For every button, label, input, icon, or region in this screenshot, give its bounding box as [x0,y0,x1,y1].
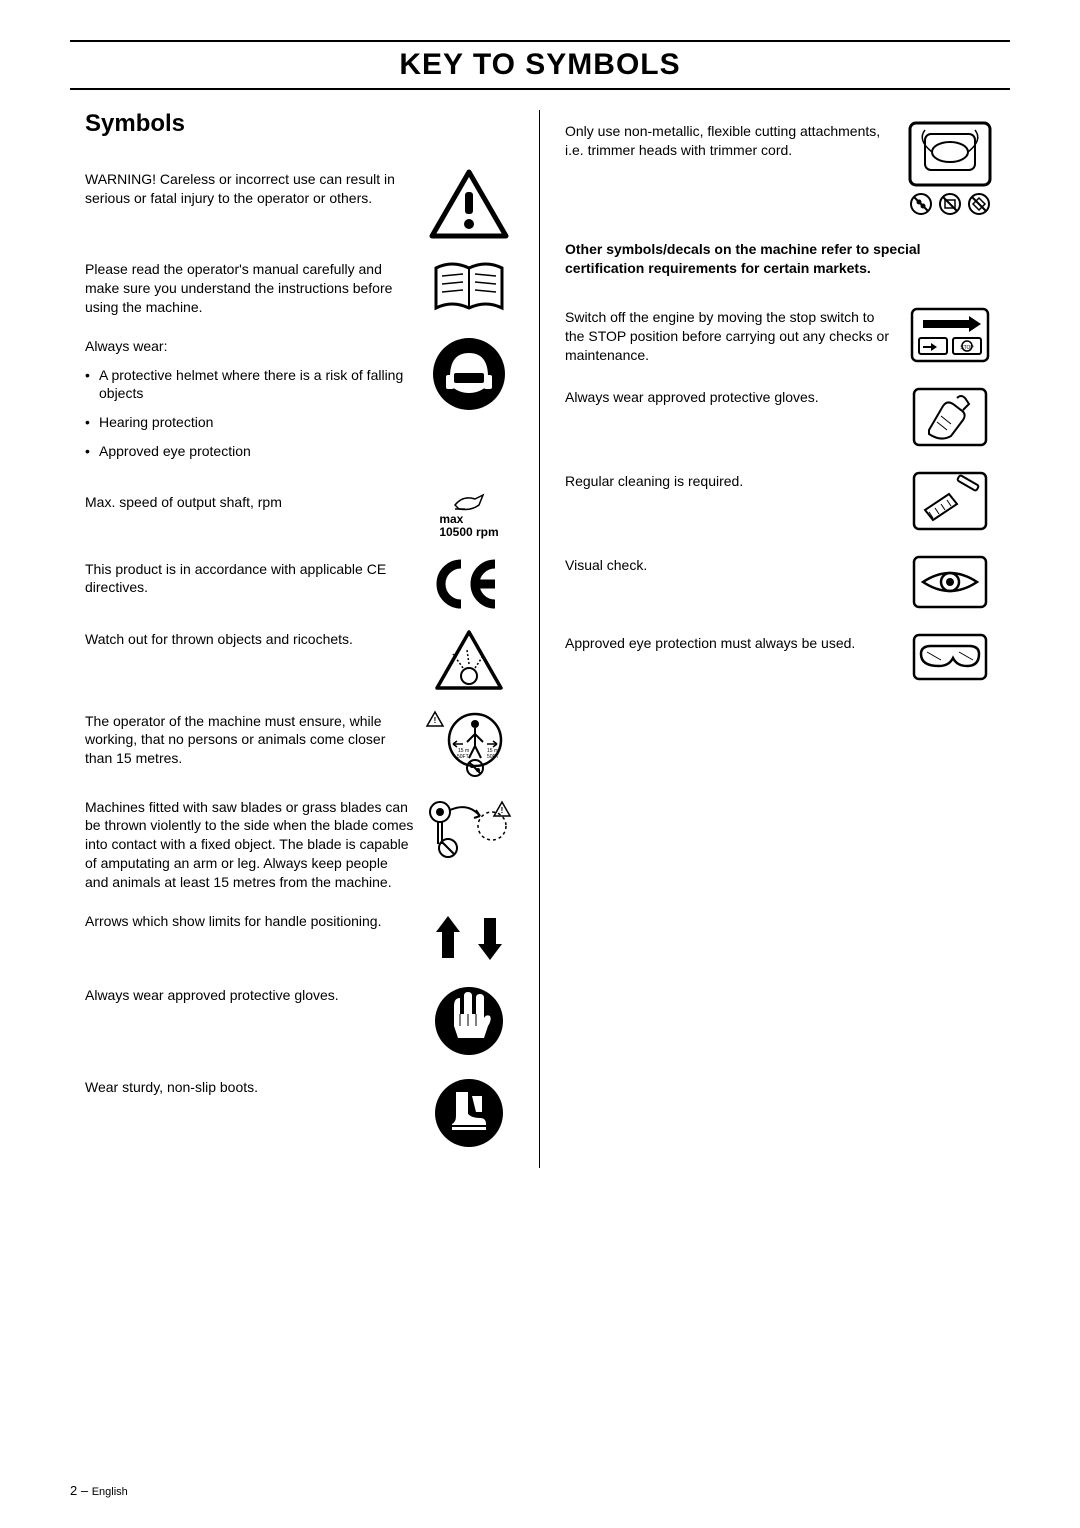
visual-text: Visual check. [565,554,895,575]
boots-icon [424,1076,514,1150]
svg-text:50FT: 50FT [457,754,469,760]
manual-text: Please read the operator's manual carefu… [85,258,414,317]
helmet-protection-icon [424,335,514,413]
page-language: English [92,1486,128,1498]
nonmetallic-text: Only use non-metallic, flexible cutting … [565,120,895,160]
rpm-max: max [439,512,463,526]
manual-book-icon [424,258,514,316]
gloves-circle-icon [424,984,514,1058]
wear-item: Approved eye protection [99,442,414,461]
blade-kickback-icon: ! [424,796,514,860]
arrows-handle-icon [424,910,514,966]
trimmer-head-icon [905,120,995,220]
right-column: Only use non-metallic, flexible cutting … [540,110,1010,1168]
wear-item: A protective helmet where there is a ris… [99,366,414,404]
distance-15m-icon: ! 15 m 15 m 50FT 50FT [424,710,514,778]
svg-text:!: ! [434,716,437,725]
stop-text: Switch off the engine by moving the stop… [565,306,895,365]
page-footer: 2 – English [70,1483,128,1498]
glove-box-icon [905,386,995,448]
eye-icon [905,554,995,610]
eye-protection-text: Approved eye protection must always be u… [565,632,895,653]
page-header: KEY TO SYMBOLS [70,40,1010,90]
wear-intro: Always wear: [85,337,414,356]
blades-text: Machines fitted with saw blades or grass… [85,796,414,892]
thrown-text: Watch out for thrown objects and ricoche… [85,628,414,649]
distance-text: The operator of the machine must ensure,… [85,710,414,769]
content-columns: Symbols WARNING! Careless or incorrect u… [70,110,1010,1168]
stop-switch-icon: STOP [905,306,995,364]
svg-text:STOP: STOP [960,345,974,351]
ce-mark-icon [424,558,514,610]
wear-item: Hearing protection [99,413,414,432]
cert-note: Other symbols/decals on the machine refe… [565,240,995,278]
ce-text: This product is in accordance with appli… [85,558,414,598]
warning-text: WARNING! Careless or incorrect use can r… [85,168,414,208]
warning-triangle-icon [424,168,514,240]
ricochet-icon [424,628,514,692]
cleaning-text: Regular cleaning is required. [565,470,895,491]
left-column: Symbols WARNING! Careless or incorrect u… [70,110,540,1168]
goggles-icon [905,632,995,682]
section-heading: Symbols [85,110,514,138]
wear-text: Always wear: A protective helmet where t… [85,335,414,471]
gloves-text: Always wear approved protective gloves. [85,984,414,1005]
gloves2-text: Always wear approved protective gloves. [565,386,895,407]
boots-text: Wear sturdy, non-slip boots. [85,1076,414,1097]
arrows-text: Arrows which show limits for handle posi… [85,910,414,931]
rpm-text: Max. speed of output shaft, rpm [85,491,414,512]
svg-text:!: ! [501,806,504,815]
svg-text:50FT: 50FT [487,754,499,760]
rpm-value: 10500 rpm [439,525,498,539]
rpm-icon: max 10500 rpm [424,491,514,539]
brush-icon [905,470,995,532]
